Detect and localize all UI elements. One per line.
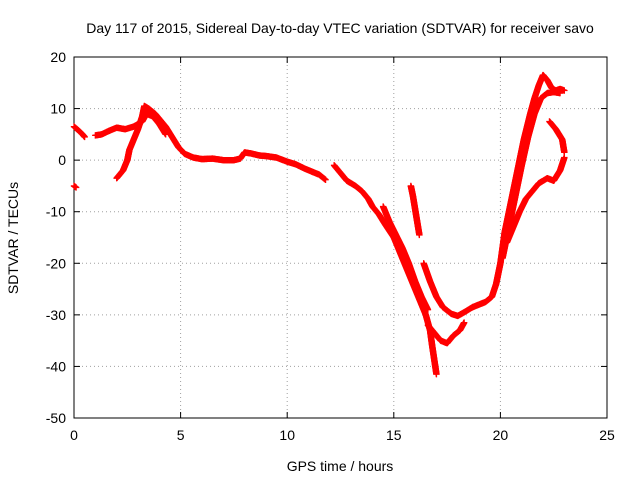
x-axis-label: GPS time / hours — [287, 458, 394, 474]
data-markers — [70, 71, 568, 378]
series-arc-11 — [503, 154, 568, 246]
data-point — [460, 319, 468, 326]
y-tick-label: 0 — [58, 152, 66, 168]
series-arc-7 — [407, 182, 423, 239]
chart-title: Day 117 of 2015, Sidereal Day-to-day VTE… — [86, 20, 594, 36]
x-tick-label: 25 — [599, 427, 615, 443]
series-arc-12 — [546, 118, 568, 156]
data-point — [561, 149, 568, 156]
series-arc-1 — [70, 182, 80, 191]
data-point — [424, 306, 432, 313]
y-tick-label: 10 — [50, 101, 66, 117]
data-point — [322, 176, 329, 183]
y-tick-label: -50 — [46, 410, 66, 426]
y-tick-label: -10 — [46, 204, 66, 220]
y-axis-label: SDTVAR / TECUs — [5, 182, 21, 294]
series-arc-4 — [113, 102, 329, 183]
data-point — [561, 87, 568, 94]
data-point — [416, 231, 423, 239]
series-arc-8 — [424, 319, 468, 347]
y-tick-label: -30 — [46, 307, 66, 323]
x-tick-label: 5 — [177, 427, 185, 443]
x-tick-label: 20 — [493, 427, 509, 443]
data-point — [72, 184, 80, 191]
x-tick-label: 0 — [70, 427, 78, 443]
y-tick-label: -40 — [46, 358, 66, 374]
y-tick-label: 20 — [50, 49, 66, 65]
data-point — [81, 133, 88, 141]
plot-frame — [73, 56, 608, 419]
data-point — [556, 89, 564, 97]
series-arc-10 — [499, 88, 564, 262]
x-tick-label: 15 — [386, 427, 402, 443]
series-arc-6 — [379, 203, 432, 313]
series-arc-2 — [70, 123, 88, 141]
data-point — [433, 370, 440, 378]
x-tick-label: 10 — [279, 427, 295, 443]
axis-ticks: 0 5 10 15 20 25 -50 -40 -30 -20 -10 0 10 20 — [46, 49, 615, 443]
y-tick-label: -20 — [46, 255, 66, 271]
